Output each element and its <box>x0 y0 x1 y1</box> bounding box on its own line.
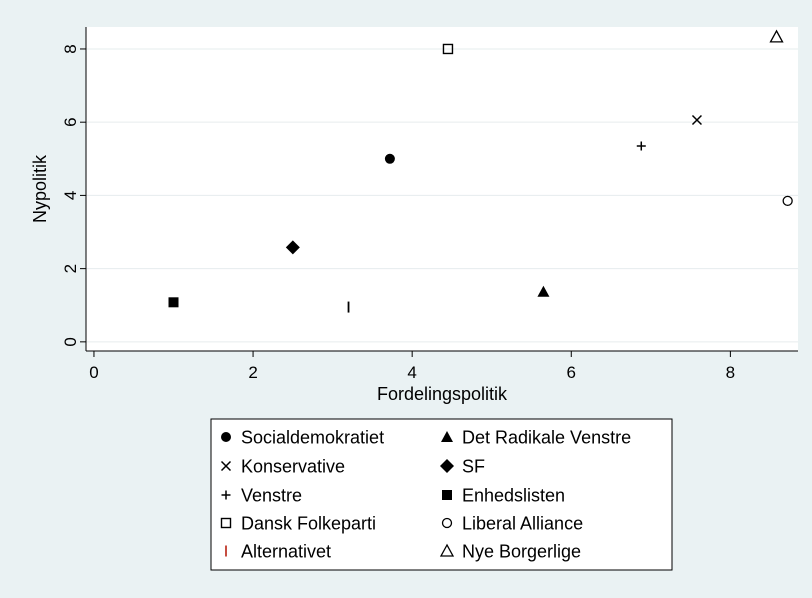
legend-marker <box>441 517 453 529</box>
data-point <box>442 43 454 55</box>
legend: Socialdemokratiet Det Radikale Venstre Kon… <box>220 427 631 561</box>
legend-label: Det Radikale Venstre <box>462 427 631 447</box>
legend-label: Alternativet <box>241 541 331 561</box>
legend-label: Enhedslisten <box>462 485 565 505</box>
legend-marker <box>441 431 453 442</box>
legend-label: Konservative <box>241 456 345 476</box>
data-point <box>636 141 646 151</box>
legend-marker <box>439 543 455 557</box>
legend-label: Nye Borgerlige <box>462 541 581 561</box>
legend-marker <box>221 432 231 442</box>
data-point <box>691 114 702 126</box>
data-point <box>285 240 300 255</box>
gridlines <box>86 48 798 343</box>
plot-area <box>86 27 798 351</box>
legend-marker <box>220 460 232 472</box>
legend-label: Socialdemokratiet <box>241 427 384 447</box>
y-tick-label: 8 <box>61 44 80 53</box>
legend-label: SF <box>462 456 485 476</box>
data-point <box>537 285 550 297</box>
data-point <box>782 195 793 207</box>
y-tick-label: 6 <box>61 117 80 126</box>
legend-marker <box>442 490 452 500</box>
x-axis-label: Fordelingspolitik <box>377 384 508 404</box>
legend-marker <box>220 517 232 529</box>
data-point <box>168 297 179 308</box>
x-tick-label: 0 <box>89 363 98 382</box>
axes: 0 2 4 6 8 0 2 4 6 8 <box>61 27 798 382</box>
data-points <box>168 29 793 313</box>
legend-label: Dansk Folkeparti <box>241 513 376 533</box>
x-tick-label: 8 <box>726 363 735 382</box>
legend-marker <box>221 490 231 500</box>
y-tick-label: 2 <box>61 264 80 273</box>
legend-label: Liberal Alliance <box>462 513 583 533</box>
y-axis-label: Nypolitik <box>30 154 50 223</box>
legend-label: Venstre <box>241 485 302 505</box>
y-tick-label: 4 <box>61 191 80 200</box>
x-tick-label: 6 <box>567 363 576 382</box>
x-tick-label: 2 <box>248 363 257 382</box>
x-tick-label: 4 <box>407 363 416 382</box>
legend-marker <box>440 459 454 473</box>
legend-box <box>210 418 673 571</box>
data-point <box>384 153 395 164</box>
data-point <box>769 29 784 43</box>
y-tick-label: 0 <box>61 337 80 346</box>
